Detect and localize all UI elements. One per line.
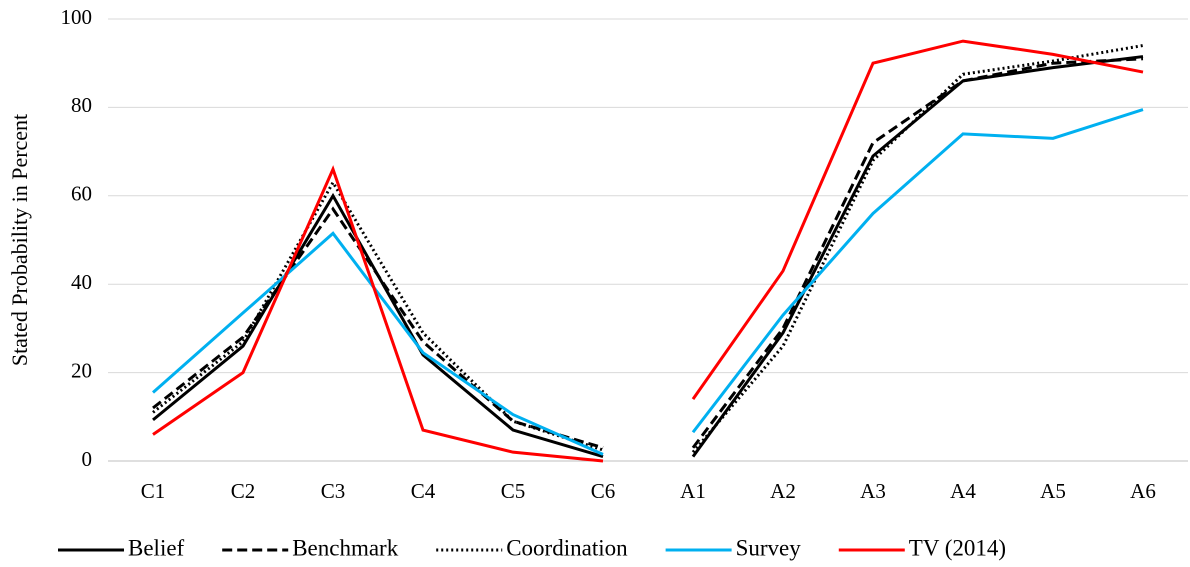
x-tick-label: C4: [411, 479, 436, 503]
x-tick-label: C5: [501, 479, 526, 503]
y-tick-label: 80: [71, 93, 92, 117]
x-tick-label: A3: [860, 479, 886, 503]
legend-label: Benchmark: [292, 535, 399, 560]
x-tick-label: A6: [1130, 479, 1156, 503]
legend-label: TV (2014): [909, 535, 1006, 560]
x-tick-label: A4: [950, 479, 976, 503]
x-tick-label: C3: [321, 479, 346, 503]
series-line: [152, 179, 604, 452]
legend-label: Survey: [736, 535, 802, 560]
series-line: [691, 55, 1144, 458]
y-tick-label: 100: [61, 5, 93, 29]
y-axis-label: Stated Probability in Percent: [7, 114, 32, 366]
x-tick-label: A1: [680, 479, 706, 503]
x-tick-label: A5: [1040, 479, 1066, 503]
series-line: [152, 192, 604, 459]
y-tick-label: 40: [71, 270, 92, 294]
legend-label: Belief: [128, 535, 185, 560]
x-tick-label: A2: [770, 479, 796, 503]
y-tick-label: 0: [82, 447, 93, 471]
x-tick-label: C6: [591, 479, 616, 503]
y-tick-label: 60: [71, 182, 92, 206]
x-tick-label: C1: [141, 479, 166, 503]
series-line: [152, 165, 604, 463]
series-line: [152, 206, 604, 450]
series-line: [691, 44, 1144, 454]
series-line: [691, 39, 1144, 400]
y-tick-label: 20: [71, 358, 92, 382]
x-tick-label: C2: [231, 479, 256, 503]
series-line: [691, 57, 1144, 449]
legend-label: Coordination: [506, 535, 628, 560]
series-line: [152, 231, 604, 456]
series-line: [691, 108, 1144, 434]
